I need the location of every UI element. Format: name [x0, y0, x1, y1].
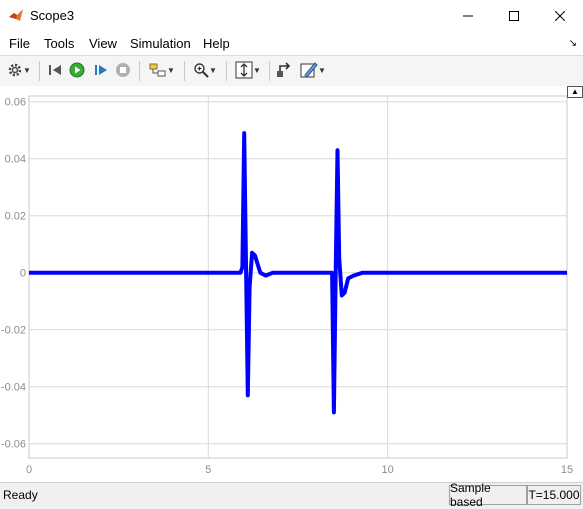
- scope-plot[interactable]: 0 5 10 15 0.06 0.04 0.02 0 -0.02 -0.04 -0.06: [0, 86, 583, 482]
- menu-view[interactable]: View: [89, 36, 117, 51]
- matlab-icon: [9, 9, 23, 21]
- dropdown-arrow-icon: ▼: [209, 65, 217, 75]
- sim-time-indicator: T=15.000: [527, 485, 581, 505]
- dropdown-arrow-icon: ▼: [23, 65, 31, 75]
- menu-tools[interactable]: Tools: [44, 36, 75, 51]
- step-forward-button[interactable]: [91, 59, 111, 81]
- style-icon: [300, 62, 318, 78]
- menu-simulation[interactable]: Simulation: [130, 36, 191, 51]
- undock-icon: ▲: [571, 87, 579, 96]
- minimize-button[interactable]: [445, 0, 491, 31]
- dock-arrow-icon[interactable]: ↘: [568, 38, 577, 49]
- signal-select-button[interactable]: ▼: [145, 59, 179, 81]
- run-button[interactable]: [67, 59, 87, 81]
- step-forward-icon: [95, 65, 107, 75]
- toolbar-separator: [269, 61, 270, 81]
- y-tick-label: -0.06: [1, 439, 26, 451]
- settings-button[interactable]: ▼: [4, 59, 34, 81]
- toolbar-separator: [39, 61, 40, 81]
- signal-trace: [29, 131, 567, 415]
- maximize-button[interactable]: [491, 0, 537, 31]
- y-tick-label: -0.04: [1, 382, 26, 394]
- undock-button[interactable]: ▲: [567, 86, 583, 98]
- menu-bar: File Tools View Simulation Help ↘: [0, 31, 583, 55]
- y-tick-label: 0.06: [5, 97, 26, 109]
- menu-help[interactable]: Help: [203, 36, 230, 51]
- highlight-block-icon: [277, 62, 291, 77]
- stop-button[interactable]: [113, 59, 133, 81]
- title-bar: Scope3: [0, 0, 583, 31]
- toolbar-separator: [184, 61, 185, 81]
- toolbar-separator: [139, 61, 140, 81]
- stop-icon: [116, 63, 130, 77]
- sample-mode-indicator: Sample based: [449, 481, 527, 509]
- gear-icon: [8, 63, 22, 77]
- menu-file[interactable]: File: [9, 36, 30, 51]
- signal-select-icon: [149, 63, 166, 77]
- zoom-in-button[interactable]: ▼: [189, 59, 221, 81]
- y-tick-label: 0.04: [5, 154, 26, 166]
- x-grid: [207, 96, 389, 458]
- toolbar: ▼ ▼: [0, 55, 583, 87]
- axes-background: [28, 95, 568, 459]
- toolbar-separator: [226, 61, 227, 81]
- dropdown-arrow-icon: ▼: [167, 65, 175, 75]
- autoscale-button[interactable]: ▼: [231, 59, 265, 81]
- status-text: Ready: [3, 488, 38, 502]
- y-tick-label: -0.02: [1, 325, 26, 337]
- y-tick-label: 0.02: [5, 211, 26, 223]
- dropdown-arrow-icon: ▼: [253, 65, 261, 75]
- status-bar: Ready Sample based T=15.000: [0, 481, 583, 509]
- y-tick-labels: 0.06 0.04 0.02 0 -0.02 -0.04 -0.06: [1, 97, 26, 451]
- dropdown-arrow-icon: ▼: [318, 65, 326, 75]
- y-tick-label: 0: [20, 268, 26, 280]
- style-button[interactable]: ▼: [296, 59, 330, 81]
- step-back-button[interactable]: [45, 59, 65, 81]
- maximize-icon: [509, 10, 519, 21]
- x-tick-label: 0: [26, 464, 32, 476]
- minimize-icon: [463, 15, 473, 16]
- highlight-block-button[interactable]: [274, 59, 294, 81]
- x-tick-labels: 0 5 10 15: [26, 464, 573, 476]
- x-tick-label: 15: [561, 464, 573, 476]
- zoom-in-icon: [194, 63, 209, 78]
- step-back-icon: [49, 65, 61, 75]
- x-tick-label: 10: [382, 464, 394, 476]
- close-button[interactable]: [537, 0, 583, 31]
- window-title: Scope3: [30, 8, 75, 23]
- run-icon: [69, 62, 85, 78]
- close-icon: [555, 10, 565, 21]
- x-tick-label: 5: [205, 464, 211, 476]
- autoscale-icon: [235, 61, 253, 79]
- plot-area[interactable]: 0 5 10 15 0.06 0.04 0.02 0 -0.02 -0.04 -0.06: [0, 86, 583, 482]
